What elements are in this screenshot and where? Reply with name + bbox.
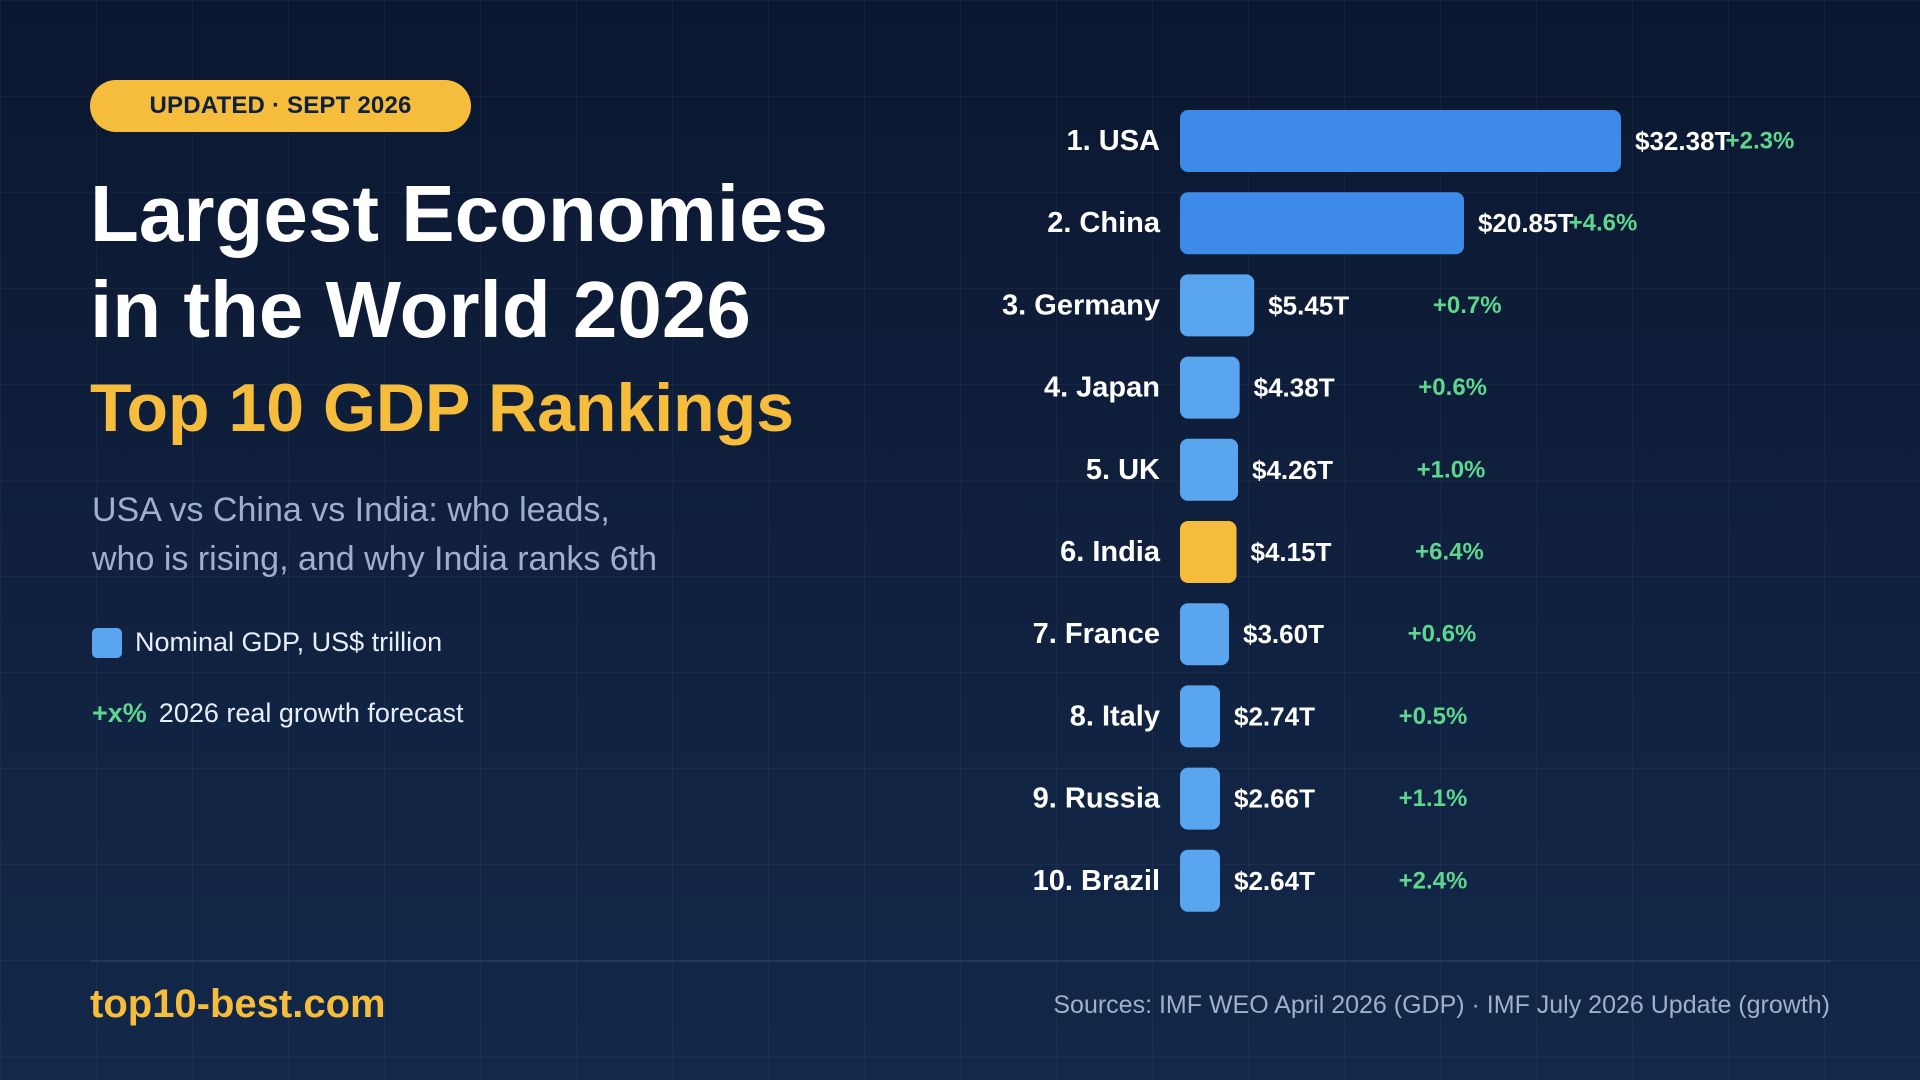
category-label: 6. India: [1060, 536, 1161, 568]
footer-divider: [90, 960, 1831, 962]
category-label: 4. Japan: [1044, 372, 1160, 404]
title-line-2: in the World 2026: [90, 265, 751, 354]
value-label: $2.74T: [1234, 701, 1315, 731]
growth-label: +1.1%: [1399, 785, 1468, 812]
gdp-bar: [1180, 685, 1220, 748]
gdp-bar: [1180, 110, 1621, 172]
tagline-line-1: USA vs China vs India: who leads,: [92, 491, 610, 529]
legend-growth-key: +x%: [92, 698, 147, 728]
category-label: 9. Russia: [1033, 783, 1161, 815]
legend-growth: +x% 2026 real growth forecast: [92, 698, 463, 729]
tagline: USA vs China vs India: who leads, who is…: [92, 486, 657, 584]
legend-gdp-label: Nominal GDP, US$ trillion: [135, 627, 443, 657]
gdp-bar-chart: 1. USA $32.38T+2.3% 2. China $20.85T+4.6% 3.…: [1002, 110, 1795, 912]
gdp-bar: [1180, 603, 1230, 666]
category-label: 1. USA: [1067, 125, 1161, 157]
growth-label: +0.7%: [1433, 292, 1502, 319]
gdp-bar: [1180, 356, 1240, 419]
gdp-bar: [1180, 274, 1255, 337]
gdp-bar: [1180, 521, 1237, 583]
category-label: 10. Brazil: [1033, 865, 1160, 897]
gdp-bar: [1180, 849, 1220, 912]
value-label: $4.38T: [1254, 373, 1335, 403]
gdp-bar: [1180, 767, 1220, 830]
value-label: $3.60T: [1243, 619, 1324, 649]
growth-label: +2.3%: [1726, 128, 1795, 155]
category-label: 2. China: [1047, 207, 1161, 239]
gdp-bar: [1180, 192, 1464, 255]
growth-label: +0.6%: [1418, 374, 1487, 401]
value-label: $4.15T: [1251, 537, 1332, 567]
legend-growth-label: 2026 real growth forecast: [158, 698, 464, 728]
value-label: $5.45T: [1268, 290, 1349, 320]
legend-swatch: [92, 627, 122, 658]
value-label: $32.38T: [1635, 126, 1731, 156]
category-label: 3. Germany: [1002, 289, 1160, 321]
category-label: 5. UK: [1086, 454, 1160, 486]
gdp-bar: [1180, 438, 1239, 501]
updated-badge: UPDATED · SEPT 2026: [90, 80, 471, 132]
growth-label: +0.5%: [1399, 703, 1468, 730]
tagline-line-2: who is rising, and why India ranks 6th: [92, 540, 658, 578]
value-label: $2.66T: [1234, 784, 1315, 814]
growth-label: +6.4%: [1415, 539, 1484, 566]
legend-gdp: Nominal GDP, US$ trillion: [92, 627, 442, 658]
page-subtitle: Top 10 GDP Rankings: [90, 370, 795, 446]
value-label: $20.85T: [1478, 208, 1574, 238]
category-label: 7. France: [1033, 618, 1160, 650]
value-label: $2.64T: [1234, 866, 1315, 896]
growth-label: +0.6%: [1408, 621, 1477, 648]
value-label: $4.26T: [1252, 455, 1333, 485]
growth-label: +2.4%: [1399, 867, 1468, 894]
growth-label: +4.6%: [1569, 210, 1638, 237]
sources-text: Sources: IMF WEO April 2026 (GDP) · IMF …: [1053, 991, 1830, 1019]
title-line-1: Largest Economies: [90, 169, 829, 258]
growth-label: +1.0%: [1417, 456, 1486, 483]
site-name: top10-best.com: [90, 982, 386, 1026]
page-title: Largest Economies in the World 2026: [90, 166, 828, 358]
category-label: 8. Italy: [1070, 700, 1160, 732]
